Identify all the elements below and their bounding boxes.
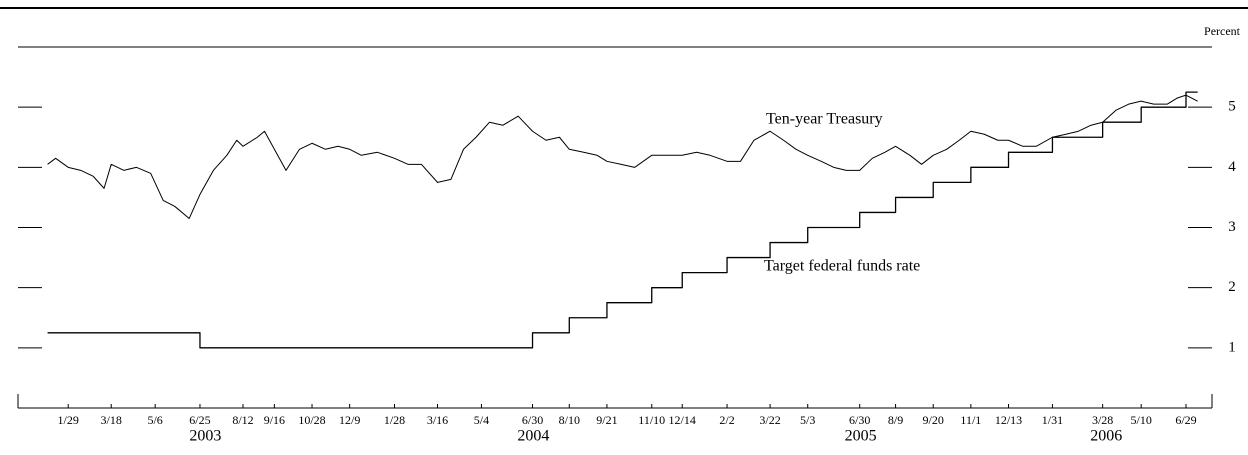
x-tick-label: 3/16 bbox=[427, 413, 448, 427]
x-tick-label: 12/9 bbox=[339, 413, 360, 427]
x-tick-label: 3/18 bbox=[101, 413, 122, 427]
x-tick-label: 5/10 bbox=[1131, 413, 1152, 427]
year-label: 2004 bbox=[517, 428, 549, 445]
annotation: Ten-year Treasury bbox=[766, 111, 883, 128]
y-tick-label: 3 bbox=[1228, 219, 1236, 235]
y-axis-label: Percent bbox=[1204, 24, 1241, 38]
x-tick-label: 12/13 bbox=[995, 413, 1022, 427]
x-tick-label: 5/4 bbox=[474, 413, 489, 427]
x-tick-label: 1/28 bbox=[384, 413, 405, 427]
year-label: 2006 bbox=[1090, 428, 1122, 445]
x-tick-label: 3/22 bbox=[759, 413, 780, 427]
x-tick-label: 9/16 bbox=[264, 413, 285, 427]
x-tick-label: 10/28 bbox=[298, 413, 325, 427]
x-tick-label: 6/30 bbox=[849, 413, 870, 427]
x-tick-label: 12/14 bbox=[669, 413, 696, 427]
x-tick-label: 9/21 bbox=[596, 413, 617, 427]
annotation: Target federal funds rate bbox=[764, 258, 920, 275]
year-label: 2005 bbox=[845, 428, 877, 445]
y-tick-label: 5 bbox=[1228, 99, 1236, 115]
x-tick-label: 11/10 bbox=[638, 413, 665, 427]
y-tick-label: 2 bbox=[1228, 279, 1236, 295]
y-tick-label: 1 bbox=[1228, 339, 1236, 355]
x-tick-label: 8/12 bbox=[232, 413, 253, 427]
x-tick-label: 1/29 bbox=[58, 413, 79, 427]
x-tick-label: 8/10 bbox=[559, 413, 580, 427]
x-tick-label: 1/31 bbox=[1042, 413, 1063, 427]
x-tick-label: 3/28 bbox=[1092, 413, 1113, 427]
x-tick-label: 6/29 bbox=[1175, 413, 1196, 427]
series-line bbox=[47, 94, 1198, 219]
x-tick-label: 6/30 bbox=[522, 413, 543, 427]
x-tick-label: 2/2 bbox=[719, 413, 734, 427]
x-tick-label: 6/25 bbox=[189, 413, 210, 427]
year-label: 2003 bbox=[189, 428, 221, 445]
x-tick-label: 5/6 bbox=[147, 413, 162, 427]
x-tick-label: 9/20 bbox=[923, 413, 944, 427]
y-tick-label: 4 bbox=[1228, 159, 1236, 175]
step-line bbox=[47, 91, 1198, 349]
x-tick-label: 11/1 bbox=[960, 413, 981, 427]
x-tick-label: 8/9 bbox=[888, 413, 903, 427]
x-tick-label: 5/3 bbox=[800, 413, 815, 427]
